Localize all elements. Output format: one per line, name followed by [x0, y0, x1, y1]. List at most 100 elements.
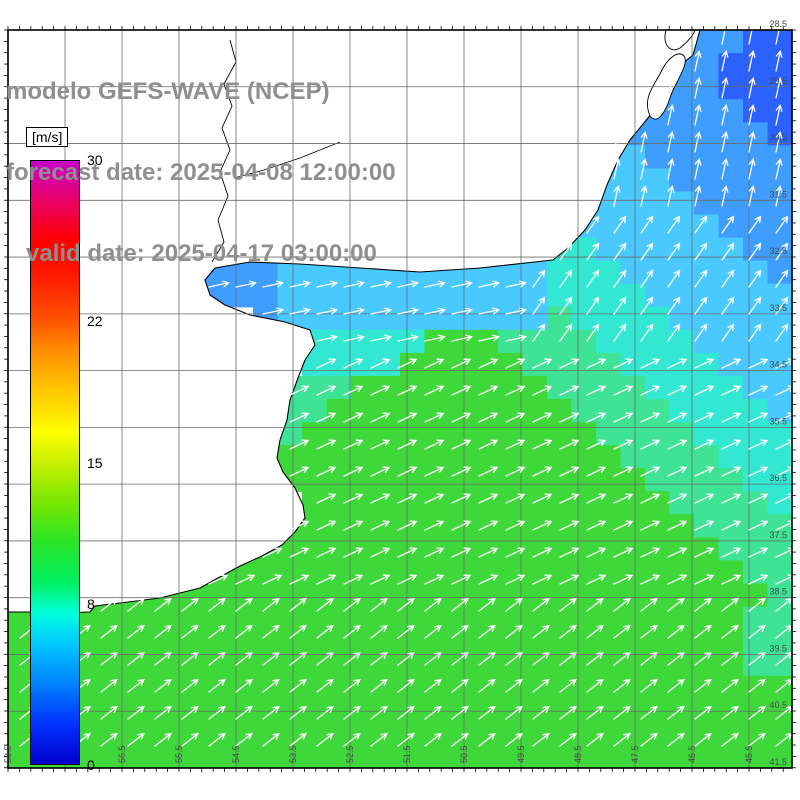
wind-arrow [775, 215, 789, 234]
wind-arrow [559, 466, 580, 477]
wind-arrow [451, 334, 473, 342]
wind-arrow [748, 493, 769, 504]
wind-arrow [478, 307, 500, 315]
colorbar-tick-label: 15 [87, 454, 103, 471]
field-cell [522, 491, 548, 515]
field-cell [155, 652, 181, 677]
field-cell [645, 422, 671, 446]
field-cell [743, 145, 769, 169]
wind-arrow [667, 104, 675, 126]
wind-arrow [397, 439, 418, 450]
field-cell [669, 675, 695, 700]
field-cell [645, 560, 671, 585]
wind-arrow [100, 678, 118, 693]
wind-arrow [451, 307, 473, 315]
wind-arrow [640, 439, 661, 450]
wind-arrow [262, 732, 280, 747]
wind-arrow [127, 597, 145, 612]
wind-arrow [532, 439, 553, 450]
wind-arrow [478, 597, 496, 612]
wind-arrow [235, 574, 256, 585]
field-cell [669, 306, 695, 331]
field-cell [253, 721, 279, 746]
wind-arrow [613, 678, 631, 693]
wind-arrow [343, 493, 364, 504]
field-cell [669, 560, 695, 585]
wind-arrow [640, 158, 648, 180]
field-cell [694, 237, 720, 262]
wind-arrow [262, 624, 280, 639]
field-cell [743, 698, 769, 723]
wind-arrow [640, 185, 648, 207]
field-cell [743, 122, 769, 146]
wind-arrow [694, 439, 715, 450]
wind-arrow [397, 651, 415, 666]
bottom-axis-tick-label: 52.5 [345, 745, 355, 763]
wind-arrow [694, 493, 715, 504]
field-cell [767, 514, 793, 538]
wind-arrow [370, 651, 388, 666]
field-cell [767, 491, 793, 515]
field-cell [743, 329, 769, 354]
field-cell [694, 560, 720, 585]
field-cell [767, 468, 793, 492]
right-axis-tick-label: 41.5 [769, 757, 787, 767]
field-cell [375, 329, 401, 354]
field-cell [596, 375, 622, 400]
field-cell [8, 698, 34, 723]
wind-arrow [154, 705, 172, 720]
wind-arrow [613, 466, 634, 477]
field-cell [571, 652, 597, 677]
wind-arrow [640, 358, 661, 369]
field-cell [326, 652, 352, 677]
wind-arrow [559, 547, 580, 558]
field-cell [669, 422, 695, 446]
wind-arrow [451, 358, 472, 369]
wind-arrow [775, 185, 783, 207]
wind-arrow [262, 280, 284, 288]
wind-arrow [640, 296, 654, 315]
wind-arrow [370, 678, 388, 693]
wind-arrow [424, 280, 446, 288]
wind-arrow [343, 651, 361, 666]
field-cell [596, 537, 622, 562]
wind-arrow [397, 547, 418, 558]
field-cell [596, 652, 622, 677]
field-cell [204, 744, 230, 769]
field-cell [743, 237, 769, 262]
field-cell [326, 583, 352, 608]
field-cell [694, 514, 720, 538]
field-cell [424, 468, 450, 492]
field-cell [767, 721, 793, 746]
wind-arrow [586, 466, 607, 477]
field-cell [645, 652, 671, 677]
wind-arrow [181, 705, 199, 720]
wind-arrow [640, 242, 654, 261]
wind-arrow [559, 385, 580, 396]
right-axis-tick-label: 39.5 [769, 643, 787, 653]
wind-arrow [586, 493, 607, 504]
right-axis-tick-label: 35.5 [769, 416, 787, 426]
bottom-axis-tick-label: 58.5 [3, 745, 13, 763]
wind-arrow [370, 493, 391, 504]
field-cell [375, 583, 401, 608]
field-cell [351, 560, 377, 585]
wind-arrow [235, 651, 253, 666]
field-cell [228, 629, 254, 654]
field-cell [645, 721, 671, 746]
field-cell [228, 283, 254, 308]
wind-arrow [100, 624, 118, 639]
field-cell [571, 283, 597, 308]
wind-arrow [397, 678, 415, 693]
wind-arrow [451, 547, 472, 558]
field-cell [302, 514, 328, 538]
field-cell [302, 283, 328, 308]
field-cell [547, 583, 573, 608]
wind-arrow [532, 574, 553, 585]
field-cell [645, 168, 671, 193]
wind-arrow [154, 574, 175, 585]
right-axis-tick-label: 32.5 [769, 246, 787, 256]
field-cell [522, 698, 548, 723]
wind-arrow [370, 597, 388, 612]
